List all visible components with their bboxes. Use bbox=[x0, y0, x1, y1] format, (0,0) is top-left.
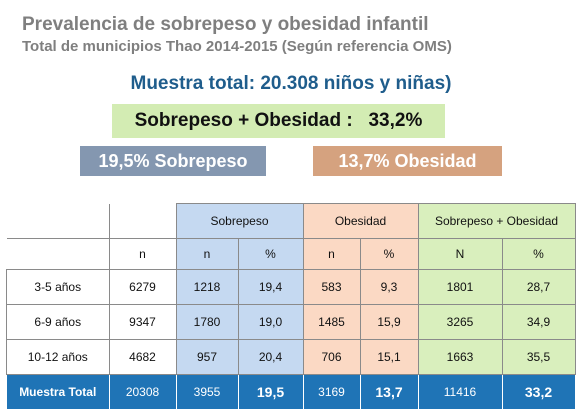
total-overweight-pct: 19,5 bbox=[237, 374, 304, 410]
cell-n: 6279 bbox=[108, 269, 177, 305]
subheader-obesity-pct: % bbox=[359, 238, 419, 270]
page-subtitle: Total de municipios Thao 2014-2015 (Segú… bbox=[22, 38, 452, 55]
cell-combined-pct: 35,5 bbox=[501, 339, 576, 375]
cell-combined-pct: 34,9 bbox=[501, 304, 576, 340]
table-total-row: Muestra Total 20308 3955 19,5 3169 13,7 … bbox=[6, 374, 576, 410]
cell-obesity-pct: 9,3 bbox=[359, 269, 419, 305]
cell-overweight-pct: 19,0 bbox=[237, 304, 304, 340]
cell-overweight-pct: 19,4 bbox=[237, 269, 304, 305]
empty-corner-cell bbox=[109, 203, 177, 239]
subheader-overweight-n: n bbox=[175, 238, 239, 270]
row-label: 3-5 años bbox=[6, 269, 110, 305]
total-combined-n: 11416 bbox=[417, 374, 503, 410]
combined-prevalence-box: Sobrepeso + Obesidad : 33,2% bbox=[112, 104, 445, 138]
row-label: 6-9 años bbox=[6, 304, 110, 340]
empty-corner-cell bbox=[6, 203, 110, 239]
cell-n: 9347 bbox=[108, 304, 177, 340]
cell-overweight-n: 1218 bbox=[175, 269, 239, 305]
subheader-combined-n: N bbox=[417, 238, 503, 270]
table-row: 3-5 años 6279 1218 19,4 583 9,3 1801 28,… bbox=[6, 269, 576, 305]
total-row-label: Muestra Total bbox=[6, 374, 110, 410]
cell-combined-n: 1801 bbox=[417, 269, 503, 305]
cell-combined-pct: 28,7 bbox=[501, 269, 576, 305]
total-n: 20308 bbox=[108, 374, 177, 410]
table-group-header-row: Sobrepeso Obesidad Sobrepeso + Obesidad bbox=[6, 203, 576, 239]
cell-obesity-n: 583 bbox=[302, 269, 361, 305]
cell-overweight-n: 957 bbox=[175, 339, 239, 375]
group-header-obesity: Obesidad bbox=[302, 203, 419, 239]
obesity-prevalence-box: 13,7% Obesidad bbox=[313, 146, 502, 176]
overweight-prevalence-box: 19,5% Sobrepeso bbox=[80, 146, 266, 176]
cell-obesity-pct: 15,1 bbox=[359, 339, 419, 375]
cell-combined-n: 3265 bbox=[417, 304, 503, 340]
prevalence-table: Sobrepeso Obesidad Sobrepeso + Obesidad … bbox=[6, 203, 576, 410]
table-row: 6-9 años 9347 1780 19,0 1485 15,9 3265 3… bbox=[6, 304, 576, 340]
empty-corner-cell bbox=[6, 238, 110, 270]
cell-overweight-pct: 20,4 bbox=[237, 339, 304, 375]
total-combined-pct: 33,2 bbox=[501, 374, 576, 410]
sample-size-heading: Muestra total: 20.308 niños y niñas) bbox=[130, 73, 452, 94]
total-obesity-n: 3169 bbox=[302, 374, 361, 410]
cell-obesity-n: 706 bbox=[302, 339, 361, 375]
cell-overweight-n: 1780 bbox=[175, 304, 239, 340]
subheader-n: n bbox=[108, 238, 177, 270]
subheader-overweight-pct: % bbox=[237, 238, 304, 270]
cell-obesity-n: 1485 bbox=[302, 304, 361, 340]
total-overweight-n: 3955 bbox=[175, 374, 239, 410]
cell-obesity-pct: 15,9 bbox=[359, 304, 419, 340]
table-subheader-row: n n % n % N % bbox=[6, 238, 576, 270]
cell-n: 4682 bbox=[108, 339, 177, 375]
subheader-combined-pct: % bbox=[501, 238, 576, 270]
total-obesity-pct: 13,7 bbox=[359, 374, 419, 410]
subheader-obesity-n: n bbox=[302, 238, 361, 270]
page-title: Prevalencia de sobrepeso y obesidad infa… bbox=[22, 14, 429, 35]
group-header-overweight: Sobrepeso bbox=[175, 203, 304, 239]
group-header-combined: Sobrepeso + Obesidad bbox=[417, 203, 576, 239]
table-row: 10-12 años 4682 957 20,4 706 15,1 1663 3… bbox=[6, 339, 576, 375]
cell-combined-n: 1663 bbox=[417, 339, 503, 375]
row-label: 10-12 años bbox=[6, 339, 110, 375]
